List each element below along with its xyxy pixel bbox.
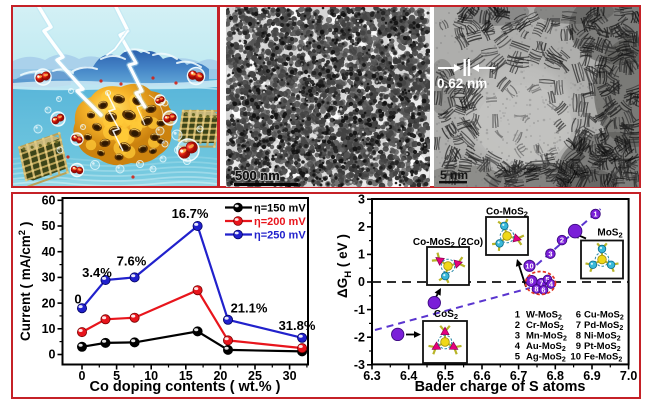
svg-text:500 nm: 500 nm bbox=[235, 168, 280, 183]
svg-text:500 nm: 500 nm bbox=[235, 168, 280, 183]
